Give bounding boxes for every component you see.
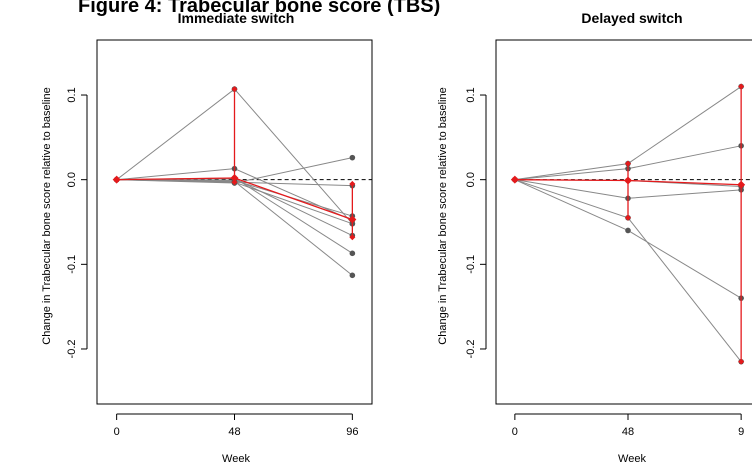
- data-point: [349, 272, 356, 279]
- series-line: [116, 179, 353, 225]
- x-axis-label: Week: [618, 453, 646, 464]
- plot-frame: [495, 39, 752, 405]
- summary-point: [624, 176, 632, 185]
- y-axis-label: Change in Trabecular bone score relative…: [41, 87, 53, 344]
- y-tick-label: -0.1: [66, 255, 78, 274]
- panel-delayed-switch: Delayed switch Change in Trabecular bone…: [437, 10, 752, 464]
- summary-point: [510, 175, 519, 184]
- x-tick-label: 48: [228, 426, 240, 438]
- summary-interval-cap: [625, 160, 631, 167]
- summary-interval-cap: [738, 83, 745, 90]
- x-tick-label: 0: [512, 426, 518, 438]
- summary-point: [112, 175, 121, 184]
- y-tick-label: -0.1: [465, 255, 477, 274]
- summary-interval-cap: [231, 179, 238, 186]
- plot-frame: [96, 39, 373, 405]
- x-axis-label: Week: [222, 453, 250, 464]
- series-line: [116, 177, 353, 254]
- x-tick-label: 0: [114, 426, 120, 438]
- data-point: [349, 154, 356, 161]
- x-tick-label: 48: [622, 426, 634, 438]
- data-point: [349, 250, 356, 257]
- y-axis-label: Change in Trabecular bone score relative…: [437, 87, 449, 344]
- y-tick-label: 0.0: [465, 172, 477, 187]
- summary-interval-cap: [231, 86, 238, 93]
- y-tick-label: 0.1: [465, 87, 477, 102]
- summary-point: [230, 173, 239, 182]
- y-tick-label: -0.2: [465, 339, 477, 358]
- panel-immediate-switch: Immediate switch Change in Trabecular bo…: [41, 10, 373, 464]
- y-tick-label: 0.0: [66, 172, 78, 187]
- x-tick-label: 9: [738, 426, 744, 438]
- figure-heading: Figure 4: Trabecular bone score (TBS): [78, 0, 440, 17]
- plot-area: [510, 83, 752, 365]
- x-tick-label: 96: [346, 426, 358, 438]
- series-line: [116, 179, 353, 276]
- summary-point: [348, 215, 357, 224]
- summary-interval-cap: [738, 358, 745, 365]
- summary-interval-cap: [349, 180, 356, 187]
- y-tick-label: 0.1: [66, 87, 78, 102]
- summary-point: [737, 180, 746, 189]
- panel-title: Immediate switch: [178, 10, 295, 26]
- data-point: [625, 227, 631, 234]
- panel-title: Delayed switch: [581, 10, 682, 26]
- summary-interval-cap: [349, 234, 356, 241]
- plot-area: [112, 86, 372, 279]
- summary-interval-cap: [625, 214, 631, 221]
- y-tick-label: -0.2: [66, 339, 78, 358]
